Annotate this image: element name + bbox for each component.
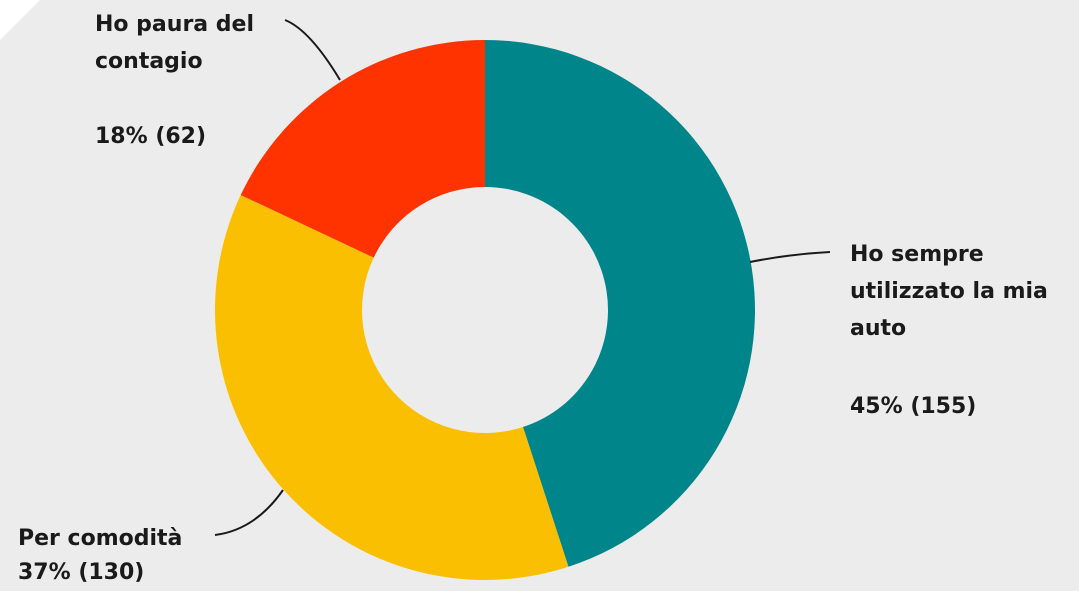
donut-slice <box>485 40 755 567</box>
value-label: 18% (62) <box>95 124 207 149</box>
corner <box>0 0 40 40</box>
donut-slice <box>214 195 569 581</box>
slices <box>214 40 755 581</box>
category-label: Ho paura del contagio <box>95 12 255 74</box>
donut-slice <box>240 40 485 258</box>
leader-line <box>214 489 284 536</box>
leader-line <box>284 19 341 81</box>
leader-line <box>749 251 831 263</box>
value-label: 45% (155) <box>850 394 977 419</box>
category-label: Per comodità <box>18 526 183 551</box>
value-label: 37% (130) <box>18 560 145 585</box>
category-label: Ho sempre utilizzato la mia auto <box>850 242 1048 341</box>
